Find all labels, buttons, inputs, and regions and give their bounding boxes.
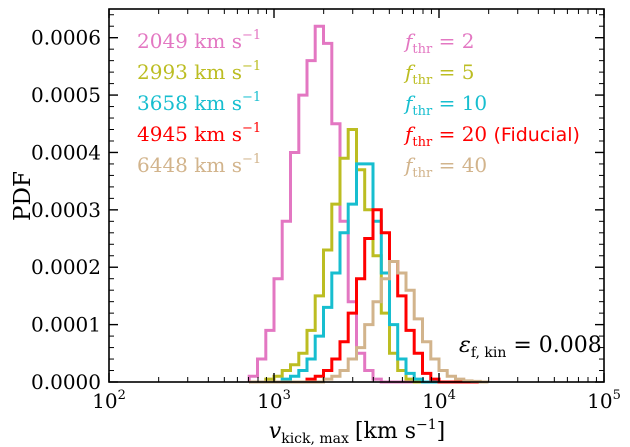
- x-tick-label-4: 105: [587, 388, 621, 413]
- y-tick-label-6: 0.0005: [31, 83, 101, 107]
- histogram-series-3: [249, 162, 489, 384]
- legend-right-entry-2: fthr = 5: [403, 60, 474, 88]
- efficiency-annotation: εf, kin = 0.008: [459, 333, 602, 361]
- legend-right-entry-1: fthr = 2: [403, 29, 474, 57]
- y-tick-label-3: 0.0002: [31, 255, 101, 279]
- x-tick-label-1: 102: [92, 388, 126, 413]
- histogram-series-4: [249, 208, 489, 384]
- y-tick-label-1: 0.0000: [31, 370, 101, 394]
- y-axis-label: PDF: [10, 171, 36, 221]
- legend-left-entry-5: 6448 km s−1: [137, 152, 261, 177]
- legend-right-column: fthr = 2 fthr = 5 fthr = 10 fthr = 20 (Fidu…: [403, 29, 580, 181]
- y-tick-label-4: 0.0003: [31, 198, 101, 222]
- legend-left-entry-2: 2993 km s−1: [137, 59, 261, 84]
- x-tick-label-2: 103: [257, 388, 291, 413]
- legend-left-entry-4: 4945 km s−1: [137, 121, 261, 146]
- x-axis-label: vkick, max [km s−1]: [269, 417, 445, 447]
- legend-right-entry-3: fthr = 10: [403, 91, 487, 119]
- legend-right-entry-5: fthr = 40: [403, 153, 487, 181]
- legend-left-column: 2049 km s−1 2993 km s−1 3658 km s−1 4945 km…: [137, 28, 261, 177]
- legend-left-entry-3: 3658 km s−1: [137, 90, 261, 115]
- tick-labels-group: 102 103 104 105 0.0000 0.0001 0.0002 0.0003 0.00…: [31, 26, 621, 413]
- y-tick-label-5: 0.0004: [31, 140, 101, 164]
- y-tick-label-7: 0.0006: [31, 26, 101, 50]
- x-tick-label-3: 104: [422, 388, 456, 413]
- histogram-series-5: [249, 260, 489, 384]
- legend-left-entry-1: 2049 km s−1: [137, 28, 261, 53]
- plot-frame: [108, 8, 605, 383]
- y-tick-label-2: 0.0001: [31, 313, 101, 337]
- legend-right-entry-4: fthr = 20 (Fiducial): [403, 122, 580, 150]
